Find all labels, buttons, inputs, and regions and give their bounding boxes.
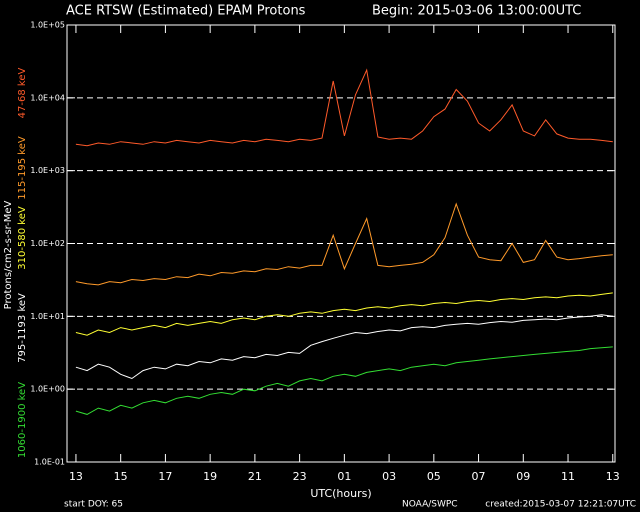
legend-label: 795-1193 keV bbox=[17, 293, 28, 363]
x-tick-label: 21 bbox=[248, 470, 262, 483]
y-tick-label: 1.0E+01 bbox=[30, 312, 65, 321]
y-tick-label: 1.0E+03 bbox=[30, 166, 65, 175]
legend-label: 47-68 keV bbox=[17, 68, 28, 119]
chart-subtitle: Begin: 2015-03-06 13:00:00UTC bbox=[372, 4, 581, 19]
series-line bbox=[75, 292, 613, 336]
y-tick-label: 1.0E+05 bbox=[30, 21, 65, 30]
y-tick-label: 1.0E+04 bbox=[30, 93, 65, 102]
series-line bbox=[75, 68, 613, 147]
series-line bbox=[75, 314, 613, 380]
x-tick-label: 09 bbox=[516, 470, 530, 483]
x-tick-label: 19 bbox=[203, 470, 217, 483]
legend-label: 115-195 keV bbox=[17, 136, 28, 200]
legend-label: 1060-1900 keV bbox=[17, 382, 28, 458]
x-tick-label: 01 bbox=[337, 470, 351, 483]
x-tick-label: 15 bbox=[114, 470, 128, 483]
footer-right: created:2015-03-07 12:21:07UTC bbox=[485, 500, 636, 510]
x-tick-label: 05 bbox=[427, 470, 441, 483]
x-tick-label: 07 bbox=[472, 470, 486, 483]
y-tick-label: 1.0E-01 bbox=[34, 458, 65, 467]
series-line bbox=[75, 346, 613, 415]
x-axis-label: UTC(hours) bbox=[310, 487, 371, 500]
chart-title: ACE RTSW (Estimated) EPAM Protons bbox=[66, 4, 306, 19]
x-tick-label: 13 bbox=[606, 470, 620, 483]
legend-label: 310-580 keV bbox=[17, 206, 28, 270]
x-tick-label: 17 bbox=[158, 470, 172, 483]
footer-left: start DOY: 65 bbox=[64, 500, 123, 510]
y-axis-label: Protons/cm2-s-sr-MeV bbox=[3, 200, 14, 309]
y-tick-label: 1.0E+00 bbox=[30, 385, 65, 394]
x-tick-label: 11 bbox=[561, 470, 575, 483]
series-line bbox=[75, 202, 613, 286]
y-tick-label: 1.0E+02 bbox=[30, 239, 65, 248]
x-tick-label: 23 bbox=[293, 470, 307, 483]
footer-center: NOAA/SWPC bbox=[402, 500, 458, 510]
x-tick-label: 03 bbox=[382, 470, 396, 483]
x-tick-label: 13 bbox=[69, 470, 83, 483]
